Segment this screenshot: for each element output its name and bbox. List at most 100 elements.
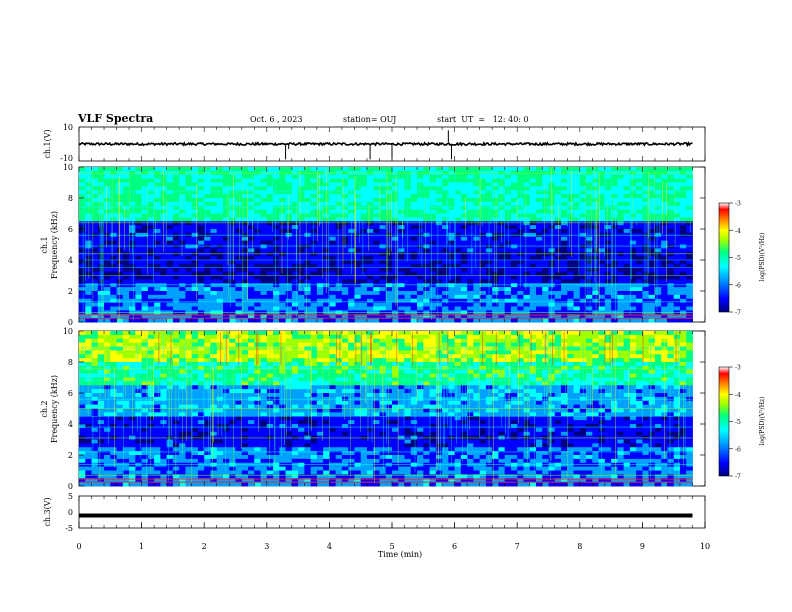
spectrogram-cell	[348, 346, 355, 351]
spectrogram-cell	[423, 314, 430, 319]
spectrogram-cell	[329, 252, 337, 257]
spectrogram-cell	[586, 217, 593, 222]
spectrogram-cell	[298, 279, 305, 284]
spectrogram-cell	[636, 205, 643, 211]
spectrogram-cell	[398, 167, 405, 172]
spectrogram-cell	[141, 358, 149, 363]
spectrogram-cell	[197, 260, 205, 265]
spectrogram-cell	[460, 248, 468, 253]
spectrogram-cell	[479, 182, 487, 187]
spectrogram-cell	[617, 229, 625, 234]
spectrogram-cell	[460, 194, 468, 199]
spectrogram-cell	[629, 217, 637, 222]
spectrogram-cell	[448, 221, 455, 226]
spectrogram-cell	[517, 294, 524, 300]
spectrogram-cell	[598, 217, 606, 222]
spectrogram-cell	[404, 279, 412, 284]
spectrogram-cell	[636, 236, 643, 242]
spectrogram-cell	[329, 213, 337, 218]
spectrogram-cell	[154, 236, 161, 242]
spectrogram-cell	[604, 240, 612, 245]
spectrogram-cell	[147, 236, 155, 242]
spectrogram-cell	[323, 287, 330, 292]
spectrogram-cell	[586, 252, 593, 257]
spectrogram-cell	[423, 236, 430, 242]
spectrogram-cell	[285, 291, 293, 296]
spectrogram-cell	[129, 271, 136, 276]
spectrogram-cell	[398, 201, 405, 207]
spectrogram-cell	[604, 302, 612, 307]
spectrogram-cell	[222, 291, 230, 296]
spectrogram-cell	[379, 279, 387, 284]
spectrogram-cell	[166, 260, 174, 265]
spectrogram-cell	[510, 209, 518, 214]
spectrogram-cell	[392, 229, 399, 234]
spectrogram-cell	[586, 318, 593, 323]
spectrogram-cell	[147, 209, 155, 214]
spectrogram-cell	[110, 346, 117, 351]
spectrogram-cell	[529, 314, 537, 319]
spectrogram-cell	[673, 302, 681, 307]
spectrogram-cell	[185, 342, 193, 347]
spectrogram-cell	[248, 358, 255, 363]
spectrogram-cell	[379, 334, 387, 340]
spectrogram-cell	[260, 283, 268, 288]
spectrogram-cell	[423, 302, 430, 307]
spectrogram-cell	[654, 271, 662, 276]
spectrogram-cell	[398, 302, 405, 307]
spectrogram-cell	[510, 221, 518, 226]
spectrogram-cell	[329, 334, 337, 340]
spectrogram-cell	[529, 267, 537, 273]
spectrogram-cell	[79, 248, 86, 253]
spectrogram-cell	[567, 186, 574, 191]
spectrogram-cell	[285, 174, 293, 180]
spectrogram-cell	[191, 342, 199, 347]
spectrogram-cell	[667, 291, 675, 296]
spectrogram-cell	[335, 283, 343, 288]
spectrogram-cell	[548, 362, 556, 367]
spectrogram-cell	[535, 205, 543, 211]
spectrogram-cell	[248, 291, 255, 296]
spectrogram-cell	[216, 186, 224, 191]
spectrogram-cell	[504, 354, 512, 359]
spectrogram-cell	[636, 275, 643, 280]
spectrogram-cell	[454, 350, 462, 355]
spectrogram-cell	[567, 201, 574, 207]
spectrogram-cell	[667, 314, 675, 319]
spectrogram-cell	[554, 291, 562, 296]
spectrogram-cell	[260, 263, 268, 269]
spectrogram-cell	[354, 362, 362, 367]
spectrogram-cell	[648, 314, 656, 319]
spectrogram-cell	[654, 331, 662, 336]
spectrogram-cell	[636, 182, 643, 187]
spectrogram-cell	[567, 346, 574, 351]
spectrogram-cell	[429, 354, 437, 359]
spectrogram-cell	[504, 182, 512, 187]
spectrogram-cell	[241, 229, 249, 234]
spectrogram-cell	[523, 178, 531, 183]
spectrogram-cell	[535, 198, 543, 203]
spectrogram-cell	[329, 306, 337, 311]
spectrogram-cell	[667, 350, 675, 355]
spectrogram-cell	[298, 358, 305, 363]
spectrogram-cell	[523, 291, 531, 296]
spectrogram-cell	[135, 291, 142, 296]
spectrogram-cell	[567, 294, 574, 300]
spectrogram-cell	[654, 244, 662, 249]
spectrogram-cell	[235, 318, 243, 323]
spectrogram-cell	[379, 213, 387, 218]
spectrogram-cell	[623, 287, 631, 292]
spectrogram-cell	[417, 362, 424, 367]
spectrogram-cell	[636, 314, 643, 319]
spectrogram-cell	[554, 263, 562, 269]
spectrogram-cell	[241, 287, 249, 292]
spectrogram-cell	[629, 342, 637, 347]
spectrogram-cell	[523, 194, 531, 199]
spectrogram-cell	[160, 358, 168, 363]
spectrogram-cell	[392, 201, 399, 207]
spectrogram-cell	[642, 201, 650, 207]
spectrogram-cell	[154, 331, 161, 336]
spectrogram-cell	[561, 294, 568, 300]
spectrogram-cell	[273, 225, 280, 230]
spectrogram-cell	[335, 248, 343, 253]
